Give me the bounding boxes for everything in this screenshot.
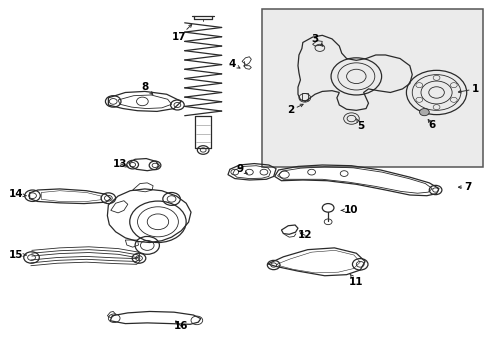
Text: 15: 15 xyxy=(9,250,26,260)
Text: 13: 13 xyxy=(113,159,128,169)
Text: 7: 7 xyxy=(457,182,471,192)
Text: 10: 10 xyxy=(341,205,358,215)
Text: 5: 5 xyxy=(356,119,364,131)
Text: 12: 12 xyxy=(297,230,312,240)
Text: 16: 16 xyxy=(174,321,188,332)
Text: 3: 3 xyxy=(311,34,322,46)
Bar xyxy=(261,9,482,167)
Circle shape xyxy=(419,109,428,116)
Text: 17: 17 xyxy=(171,24,191,42)
Text: 11: 11 xyxy=(348,274,363,287)
Text: 2: 2 xyxy=(286,104,303,115)
Text: 14: 14 xyxy=(9,189,26,199)
Text: 6: 6 xyxy=(427,120,434,130)
Text: 1: 1 xyxy=(457,84,478,94)
Text: 4: 4 xyxy=(228,59,240,69)
Text: 9: 9 xyxy=(236,164,247,174)
Bar xyxy=(301,93,307,100)
Text: 8: 8 xyxy=(141,82,152,94)
